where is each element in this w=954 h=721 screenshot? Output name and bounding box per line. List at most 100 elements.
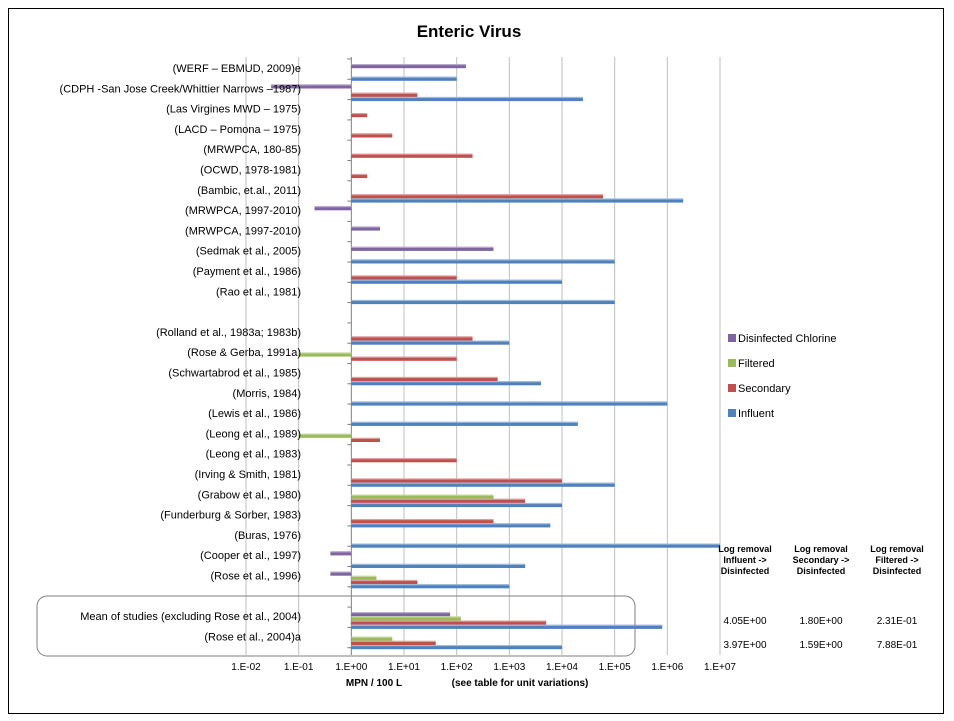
legend-label: Influent xyxy=(738,408,774,420)
x-tick-label: 1.E+06 xyxy=(651,662,683,673)
bar-secondary xyxy=(351,153,473,158)
bar-highlight xyxy=(351,226,380,228)
bar-influent xyxy=(351,502,562,508)
bar-highlight xyxy=(351,502,562,505)
bar-influent xyxy=(351,563,526,568)
category-label: (Morris, 1984) xyxy=(233,388,301,400)
summary-box xyxy=(36,595,636,657)
bar-secondary xyxy=(351,194,603,199)
bar-highlight xyxy=(351,494,494,496)
bar-highlight xyxy=(351,113,368,115)
bar-disinfected-chlorine xyxy=(351,246,494,251)
bar-highlight xyxy=(351,437,380,439)
bar-secondary xyxy=(351,336,473,341)
table-cell: 3.97E+00 xyxy=(723,640,767,651)
bar-disinfected-chlorine xyxy=(351,226,380,231)
chart-title: Enteric Virus xyxy=(417,22,522,41)
bar-influent xyxy=(351,299,615,305)
bar-disinfected-chlorine xyxy=(330,571,352,576)
bar-influent xyxy=(351,96,583,102)
bar-secondary xyxy=(351,275,457,280)
category-label: (Payment et al., 1986) xyxy=(193,266,301,278)
category-label: (WERF – EBMUD, 2009)e xyxy=(173,63,301,75)
legend-swatch xyxy=(728,384,736,392)
chart-bars xyxy=(271,64,720,650)
x-tick-label: 1.E+05 xyxy=(599,662,631,673)
bar-secondary xyxy=(351,356,457,361)
bar-influent xyxy=(351,76,457,81)
x-tick-label: 1.E+04 xyxy=(546,662,578,673)
table-cell: 4.05E+00 xyxy=(723,616,767,627)
bar-highlight xyxy=(351,153,473,155)
category-label: (Leong et al., 1989) xyxy=(206,428,301,440)
category-label: (Cooper et al., 1997) xyxy=(200,550,301,562)
bar-filtered xyxy=(351,575,377,580)
table-cell: 7.88E-01 xyxy=(877,640,918,651)
bar-highlight xyxy=(351,616,461,618)
bar-highlight xyxy=(351,376,498,379)
category-label: (Sedmak et al., 2005) xyxy=(196,246,301,258)
x-tick-label: 1.E+01 xyxy=(388,662,420,673)
bar-secondary xyxy=(351,640,436,645)
category-label: (Grabow et al., 1980) xyxy=(198,489,301,501)
table-cell: 2.31E-01 xyxy=(877,616,918,627)
table-header: Secondary -> xyxy=(793,555,850,565)
bar-highlight xyxy=(351,340,510,342)
bar-highlight xyxy=(351,381,542,383)
bar-filtered xyxy=(298,433,352,438)
bar-highlight xyxy=(351,133,393,135)
bar-disinfected-chlorine xyxy=(330,551,352,556)
category-label: (MRWPCA, 1997-2010) xyxy=(185,205,301,217)
bar-secondary xyxy=(351,92,418,97)
x-tick-labels: 1.E-02 1.E-01 1.E+00 1.E+01 1.E+02 1.E+03 1.E+… xyxy=(231,662,736,673)
bar-highlight xyxy=(351,421,578,423)
bar-highlight xyxy=(271,84,352,86)
bar-secondary xyxy=(351,133,393,138)
category-label: (Funderburg & Sorber, 1983) xyxy=(160,510,301,522)
legend-label: Filtered xyxy=(738,358,775,370)
bar-highlight xyxy=(351,401,668,403)
bar-highlight xyxy=(351,194,603,196)
category-label: (Leong et al., 1983) xyxy=(206,449,301,461)
table-cell: 1.59E+00 xyxy=(799,640,843,651)
category-label: (CDPH -San Jose Creek/Whittier Narrows –… xyxy=(60,83,301,95)
table-cell: 1.80E+00 xyxy=(799,616,843,627)
bar-secondary xyxy=(351,579,418,585)
bar-highlight xyxy=(351,246,494,248)
bar-secondary xyxy=(351,519,494,524)
bar-highlight xyxy=(351,336,473,338)
bar-influent xyxy=(351,523,551,528)
x-tick-label: 1.E+00 xyxy=(335,662,367,673)
bar-highlight xyxy=(298,352,352,354)
bar-filtered xyxy=(351,636,393,641)
bar-highlight xyxy=(351,640,436,642)
x-axis-label: MPN / 100 L xyxy=(346,678,402,689)
bar-disinfected-chlorine xyxy=(351,612,451,617)
category-label: (LACD – Pomona – 1975) xyxy=(174,124,301,136)
bar-secondary xyxy=(351,478,562,483)
table-header: Log removal xyxy=(794,544,848,554)
bar-highlight xyxy=(351,64,466,66)
bar-influent xyxy=(351,259,615,264)
x-tick-label: 1.E+07 xyxy=(704,662,736,673)
bar-highlight xyxy=(351,92,418,94)
bar-influent xyxy=(351,340,510,345)
bar-filtered xyxy=(298,352,352,357)
bar-secondary xyxy=(351,620,547,625)
bar-highlight xyxy=(351,356,457,358)
bar-highlight xyxy=(351,575,377,577)
bar-highlight xyxy=(330,551,352,553)
bar-secondary xyxy=(351,173,368,179)
category-label: (Rose et al., 1996) xyxy=(211,571,302,583)
chart-legend: Disinfected Chlorine Filtered Secondary Inf… xyxy=(728,333,836,420)
bar-highlight xyxy=(351,584,510,586)
category-label: (Rao et al., 1981) xyxy=(216,286,301,298)
category-label: Mean of studies (excluding Rose et al., … xyxy=(80,611,301,623)
bar-secondary xyxy=(351,437,380,442)
bar-highlight xyxy=(351,76,457,78)
bar-highlight xyxy=(351,482,615,484)
bar-influent xyxy=(351,401,668,406)
category-label: (Schwartabrod et al., 1985) xyxy=(168,368,301,380)
category-label: (OCWD, 1978-1981) xyxy=(200,165,301,177)
table-header: Log removal xyxy=(718,544,772,554)
